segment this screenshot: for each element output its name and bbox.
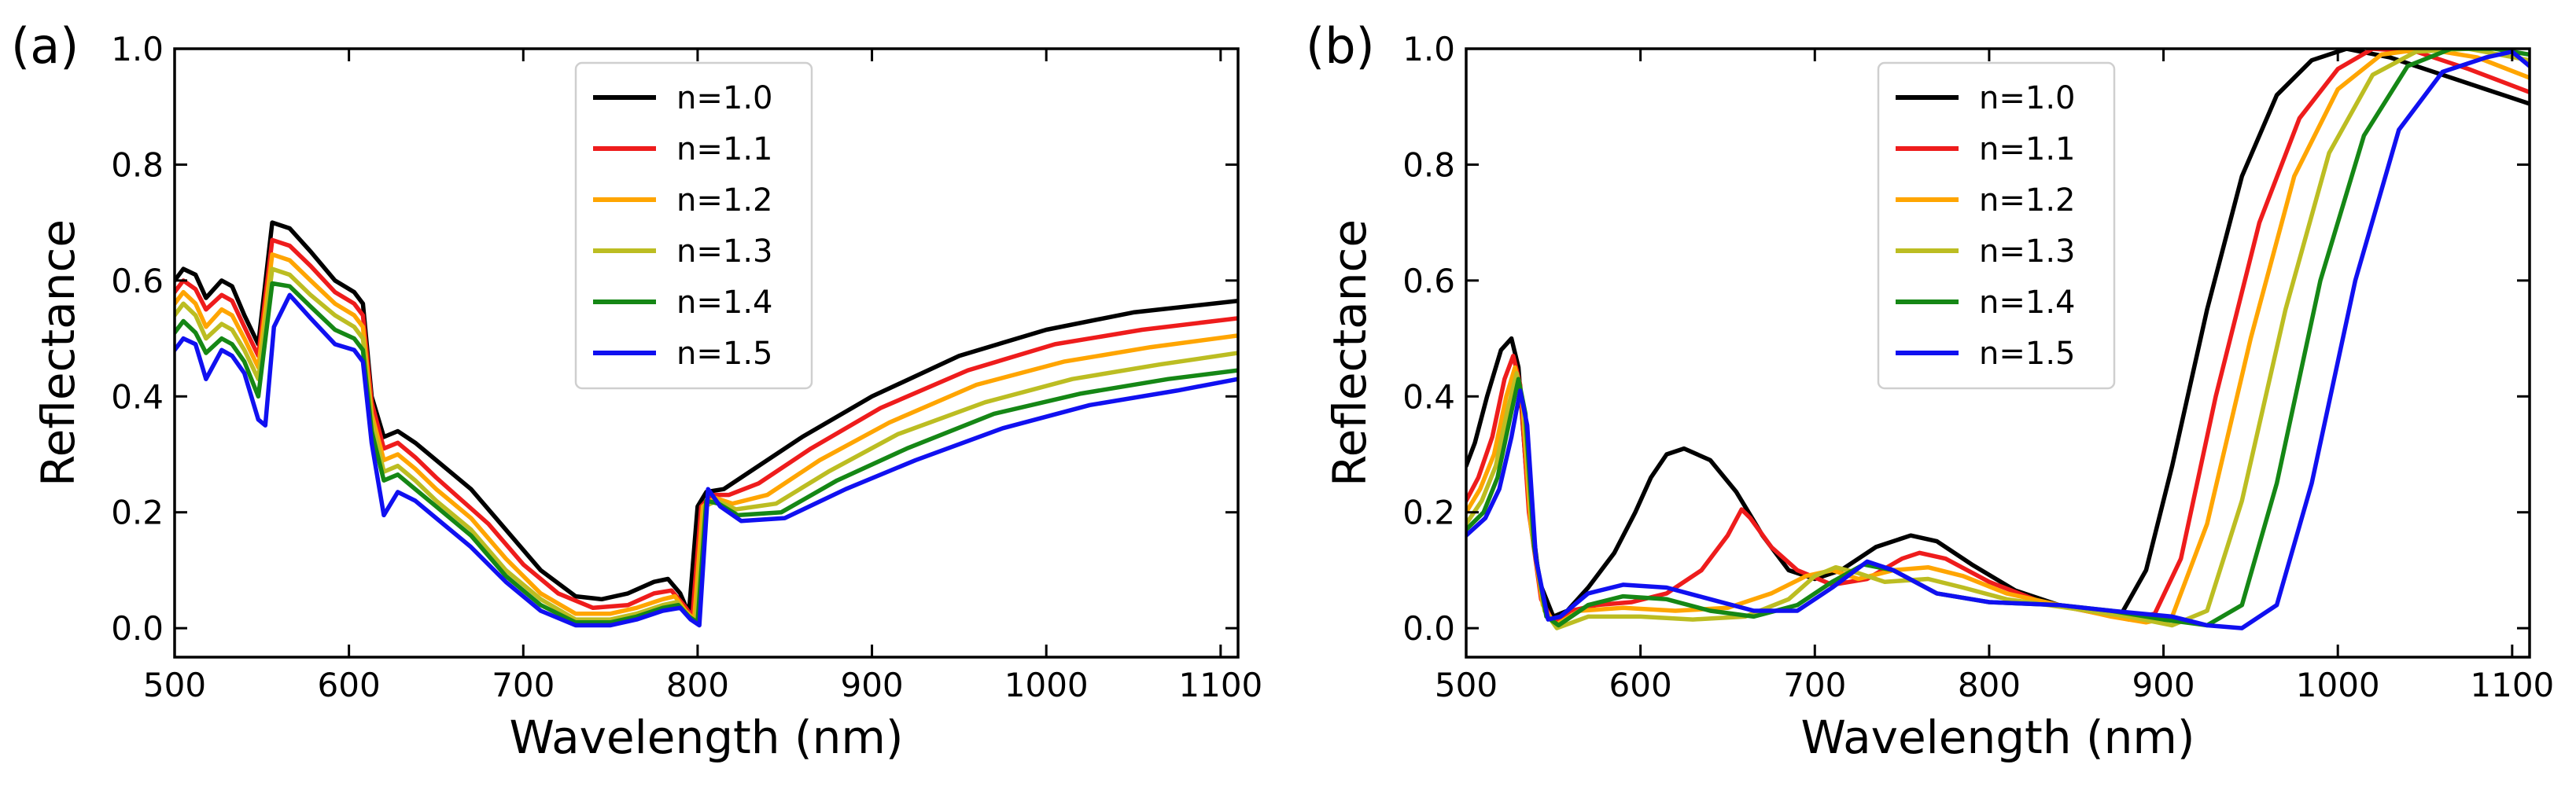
- y-tick-label: 1.0: [111, 30, 164, 68]
- series-line-n-1-2: [175, 252, 1238, 622]
- x-tick-label: 1000: [2296, 666, 2380, 704]
- series-line-n-1-5: [1466, 49, 2530, 630]
- legend-label: n=1.0: [676, 80, 772, 116]
- x-tick-label: 500: [143, 666, 206, 704]
- y-tick-label: 0.8: [1402, 145, 1455, 184]
- legend: n=1.0 n=1.1 n=1.2 n=1.3 n=1.4 n=1.5: [1877, 61, 2116, 390]
- chart-panel-a: 500 600 700 800 900 1000 1100 0.0 0.2 0.4 0.6 0.8 1.…: [11, 17, 1262, 764]
- legend-label: n=1.2: [676, 182, 772, 219]
- x-tick-label: 600: [1609, 666, 1672, 704]
- series-line-n-1-1: [175, 237, 1238, 619]
- x-tick-label: 500: [1435, 666, 1498, 704]
- y-tick-label: 0.6: [111, 262, 164, 300]
- x-tick-label: 900: [840, 666, 903, 704]
- x-axis-label: Wavelength (nm): [1800, 711, 2195, 764]
- legend-label: n=1.3: [1979, 233, 2075, 270]
- legend-label: n=1.1: [676, 131, 772, 167]
- x-tick-label: 700: [1783, 666, 1846, 704]
- plot-frame: [1465, 47, 2531, 659]
- series-group: [175, 220, 1238, 628]
- legend-label: n=1.4: [1979, 285, 2075, 321]
- y-tick-label: 0.6: [1402, 262, 1455, 300]
- series-group: [1466, 49, 2530, 630]
- legend-label: n=1.0: [1979, 80, 2075, 116]
- y-axis-label: Reflectance: [1323, 219, 1376, 487]
- legend-label: n=1.1: [1979, 131, 2075, 167]
- x-tick-label: 800: [1958, 666, 2021, 704]
- y-tick-label: 0.8: [111, 145, 164, 184]
- y-tick-label: 1.0: [1402, 30, 1455, 68]
- plot-frame: [173, 47, 1240, 659]
- legend-label: n=1.5: [1979, 336, 2075, 372]
- chart-panel-b: 500 600 700 800 900 1000 1100 0.0 0.2 0.4 0.6 0.8 1.…: [1306, 17, 2554, 764]
- panel-label: (a): [11, 17, 79, 75]
- x-tick-label: 1000: [1004, 666, 1089, 704]
- y-tick-label: 0.4: [111, 377, 164, 416]
- legend-label: n=1.2: [1979, 182, 2075, 219]
- x-tick-label: 900: [2132, 666, 2195, 704]
- x-tick-label: 800: [666, 666, 729, 704]
- legend-box: [1877, 61, 2116, 390]
- legend-box: [574, 61, 813, 390]
- x-tick-label: 1100: [1178, 666, 1262, 704]
- y-tick-label: 0.0: [111, 609, 164, 648]
- y-tick-label: 0.4: [1402, 377, 1455, 416]
- y-axis-label: Reflectance: [31, 219, 85, 487]
- legend: n=1.0 n=1.1 n=1.2 n=1.3 n=1.4 n=1.5: [574, 61, 813, 390]
- series-line-n-1-4: [175, 281, 1238, 625]
- series-line-n-1-5: [175, 292, 1238, 628]
- y-tick-label: 0.2: [1402, 494, 1455, 532]
- x-tick-label: 700: [492, 666, 555, 704]
- legend-label: n=1.5: [676, 336, 772, 372]
- x-tick-label: 600: [318, 666, 381, 704]
- series-line-n-1-0: [175, 220, 1238, 616]
- x-axis-label: Wavelength (nm): [509, 711, 903, 764]
- series-line-n-1-3: [175, 266, 1238, 625]
- panel-label: (b): [1306, 17, 1375, 75]
- y-tick-label: 0.0: [1402, 609, 1455, 648]
- x-tick-label: 1100: [2470, 666, 2554, 704]
- y-tick-label: 0.2: [111, 494, 164, 532]
- legend-label: n=1.4: [676, 285, 772, 321]
- legend-label: n=1.3: [676, 233, 772, 270]
